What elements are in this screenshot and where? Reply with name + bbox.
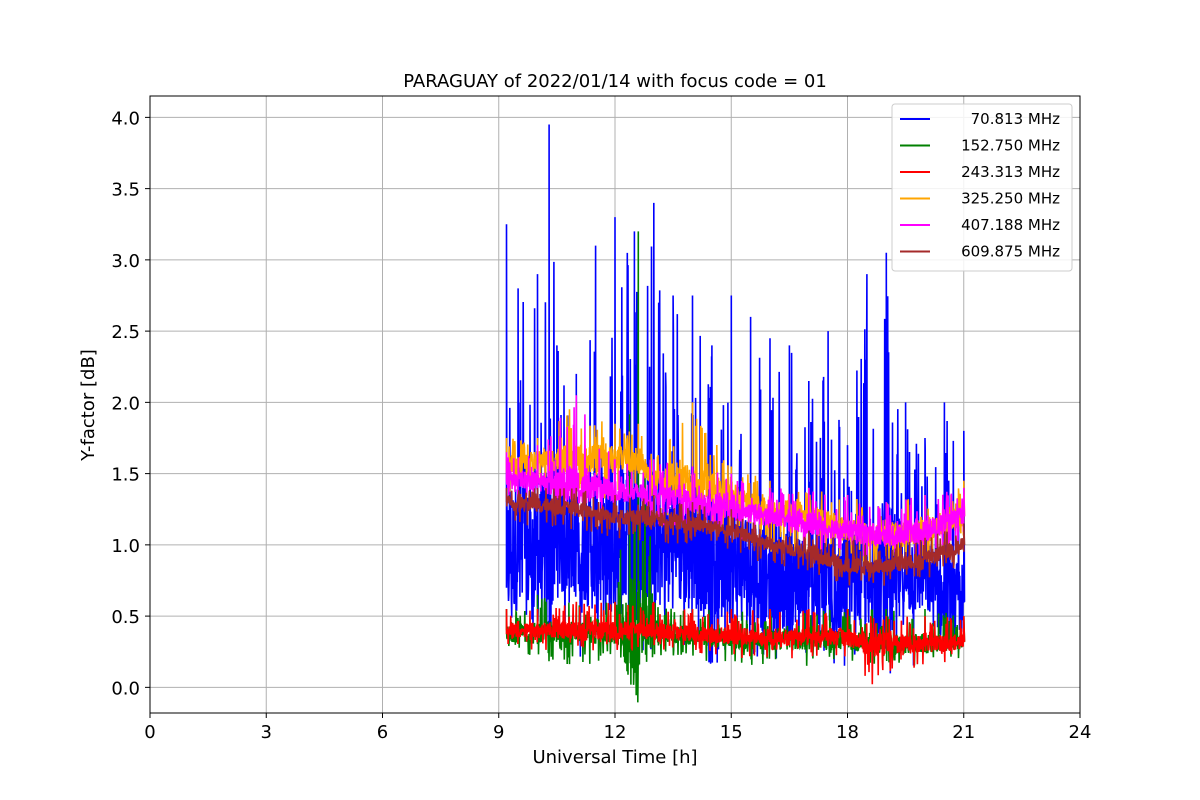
legend-box (891, 103, 1073, 272)
x-tick-label: 15 (720, 722, 743, 743)
y-tick-label: 3.5 (111, 180, 140, 201)
x-tick-label: 3 (261, 722, 272, 743)
legend-label-4: 407.188 MHz (961, 216, 1060, 234)
legend-label-3: 325.250 MHz (961, 190, 1060, 208)
series-line-5 (505, 487, 966, 586)
y-axis: 0.0 0.5 1.0 1.5 2.0 2.5 3.0 3.5 4.0 (111, 108, 150, 699)
x-tick-label: 18 (836, 722, 859, 743)
y-tick-label: 1.0 (111, 536, 140, 557)
chart-title: PARAGUAY of 2022/01/14 with focus code =… (403, 71, 827, 92)
y-tick-label: 3.0 (111, 251, 140, 272)
y-tick-label: 4.0 (111, 108, 140, 129)
series-line-4 (505, 395, 966, 561)
x-tick-label: 24 (1069, 722, 1092, 743)
x-tick-label: 0 (144, 722, 155, 743)
legend-label-1: 152.750 MHz (961, 137, 1060, 155)
legend: 70.813 MHz 152.750 MHz 243.313 MHz 325.250 … (891, 103, 1073, 272)
series-line-2 (505, 601, 966, 685)
y-axis-label: Y-factor [dB] (78, 349, 99, 462)
y-tick-label: 0.0 (111, 678, 140, 699)
y-tick-label: 2.5 (111, 322, 140, 343)
x-axis-label: Universal Time [h] (532, 747, 697, 768)
y-tick-label: 2.0 (111, 393, 140, 414)
x-tick-label: 12 (604, 722, 627, 743)
legend-label-2: 243.313 MHz (961, 163, 1060, 181)
legend-label-5: 609.875 MHz (961, 243, 1060, 261)
x-axis: 0 3 6 9 12 15 18 21 24 (144, 713, 1091, 743)
plot-area (505, 124, 966, 703)
x-tick-label: 6 (377, 722, 388, 743)
y-tick-label: 0.5 (111, 607, 140, 628)
legend-label-0: 70.813 MHz (971, 110, 1060, 128)
y-tick-label: 1.5 (111, 465, 140, 486)
x-tick-label: 21 (952, 722, 975, 743)
x-tick-label: 9 (493, 722, 504, 743)
